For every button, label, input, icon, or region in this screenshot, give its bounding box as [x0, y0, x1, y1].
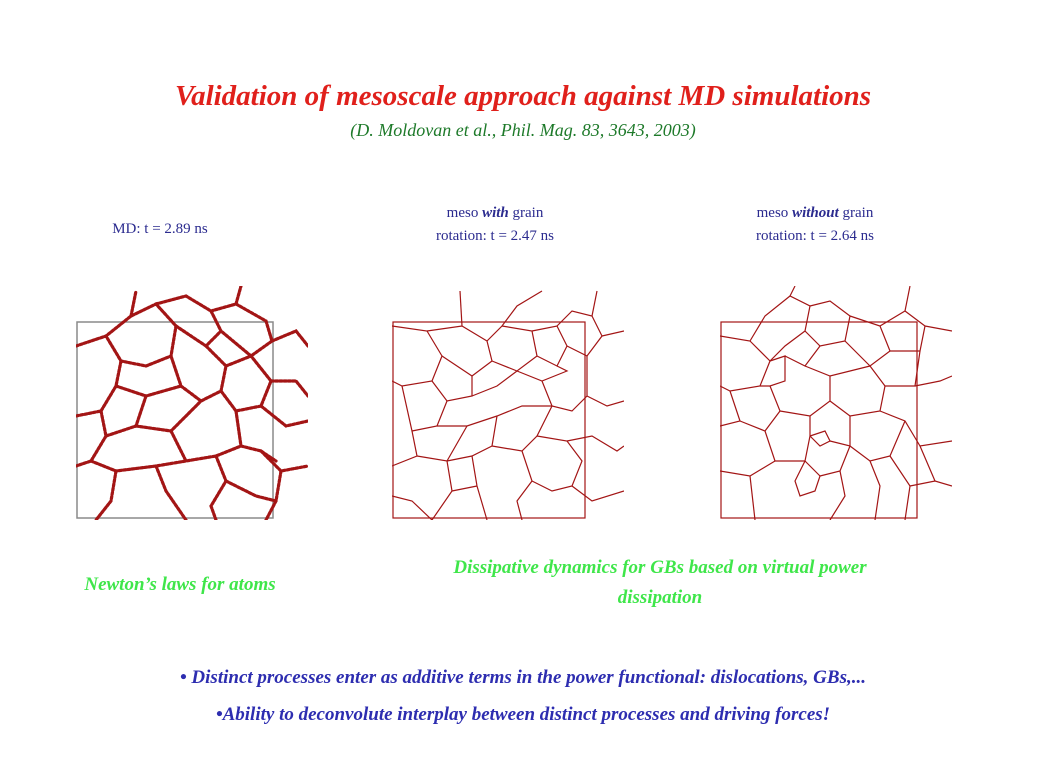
meso-without-grain-network — [720, 286, 952, 520]
meso-with-rotation-image — [392, 286, 624, 520]
bullet-distinct-processes: • Distinct processes enter as additive t… — [180, 667, 866, 688]
slide-title: Validation of mesoscale approach against… — [174, 80, 872, 112]
meso-with-caption-post: grain — [508, 205, 544, 221]
meso-without-rotation-image — [720, 286, 952, 520]
meso-with-caption-emphasis: with — [482, 205, 509, 221]
meso-with-caption-pre: meso — [446, 205, 483, 221]
meso-with-grain-network — [392, 290, 624, 520]
bullet-deconvolute: •Ability to deconvolute interplay betwee… — [215, 704, 831, 725]
meso-with-caption: meso with grain rotation: t = 2.47 ns — [390, 202, 600, 248]
meso-without-caption-post: grain — [838, 205, 874, 221]
md-simulation-image — [76, 286, 308, 520]
meso-without-caption: meso without grain rotation: t = 2.64 ns — [710, 202, 920, 248]
citation: (D. Moldovan et al., Phil. Mag. 83, 3643… — [350, 120, 696, 140]
dissipative-label: Dissipative dynamics for GBs based on vi… — [453, 557, 867, 608]
md-caption-text: MD: t = 2.89 ns — [112, 221, 208, 237]
meso-without-caption-emphasis: without — [792, 205, 839, 221]
newton-label: Newton’s laws for atoms — [84, 574, 276, 595]
meso-without-caption-time: rotation: t = 2.64 ns — [755, 228, 875, 244]
meso-without-caption-pre: meso — [756, 205, 793, 221]
meso-with-caption-time: rotation: t = 2.47 ns — [435, 228, 555, 244]
md-caption: MD: t = 2.89 ns — [80, 218, 240, 241]
md-grain-network — [76, 286, 308, 520]
